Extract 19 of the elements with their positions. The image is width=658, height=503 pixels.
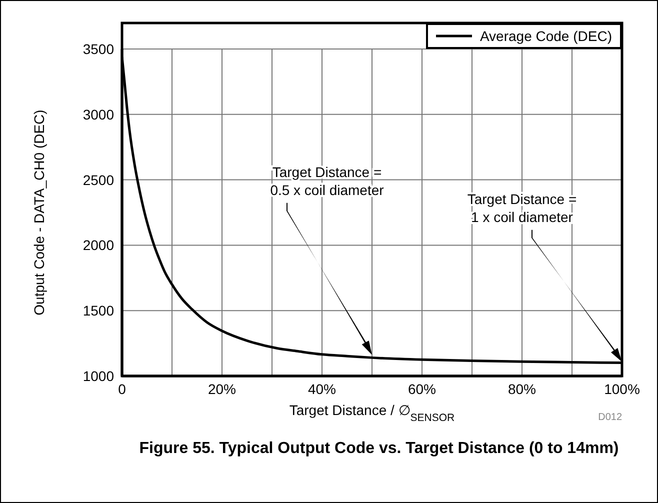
x-tick-label: 80% <box>508 380 536 397</box>
x-tick-label: 20% <box>208 380 236 397</box>
y-tick-label: 2500 <box>82 172 114 188</box>
legend-label: Average Code (DEC) <box>480 28 612 44</box>
x-tick-label: 60% <box>408 380 436 397</box>
y-tick-label: 1500 <box>82 302 114 319</box>
x-tick-label: 100% <box>604 380 640 397</box>
text: D012 <box>598 412 622 423</box>
y-axis-title: Output Code - DATA_CH0 (DEC) <box>30 110 47 316</box>
y-tick-label: 3000 <box>82 106 114 122</box>
x-axis-title: Target Distance / ∅$_{SENSOR}$ <box>289 402 456 424</box>
x-tick-label: 40% <box>308 380 336 397</box>
annotation: Target Distance = 1 x coil diameter <box>467 190 577 225</box>
text: Figure 55. Typical Output Code vs. Target Distance (0 to 14mm) <box>138 439 620 459</box>
x-tick-label: 0 <box>118 380 126 397</box>
y-tick-label: 2000 <box>82 237 114 254</box>
annotation: Target Distance = 0.5 x coil diameter <box>270 164 384 198</box>
y-tick-label: 3500 <box>82 40 114 57</box>
y-tick-label: 1000 <box>82 368 114 384</box>
